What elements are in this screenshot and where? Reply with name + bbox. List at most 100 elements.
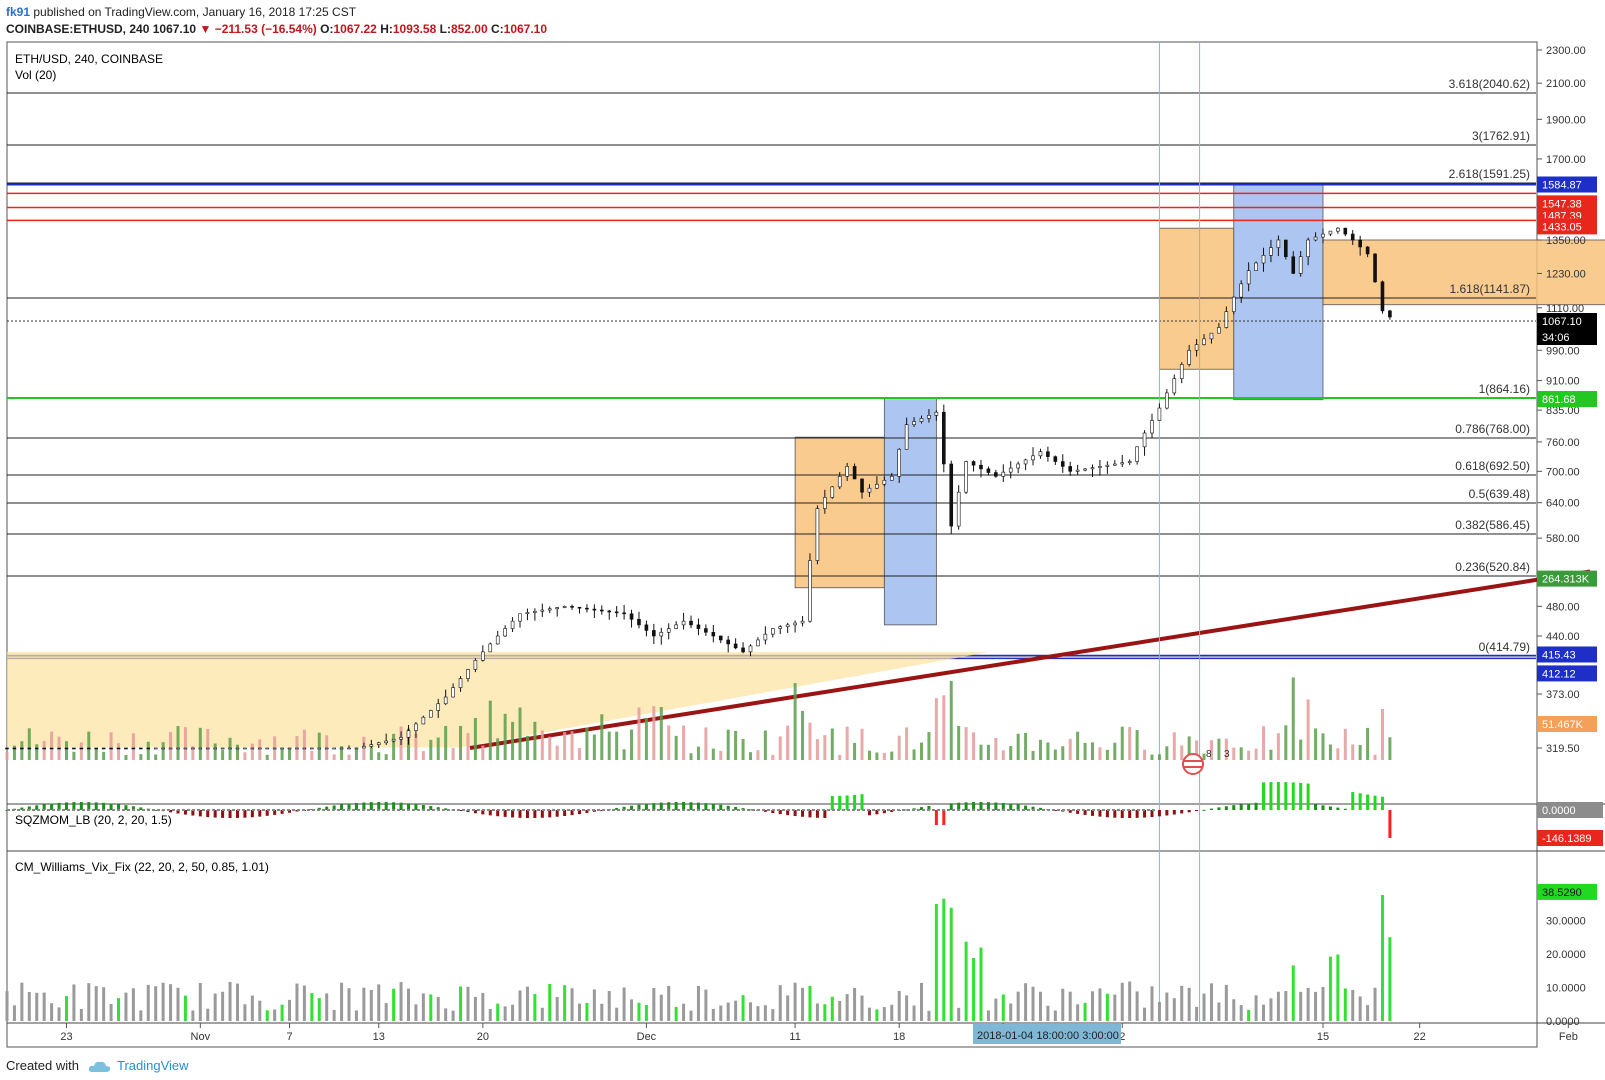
price-tick-label: 2100.00 bbox=[1546, 78, 1586, 90]
candle-body bbox=[414, 723, 418, 731]
sqz-bar bbox=[176, 810, 180, 814]
sqz-bar bbox=[867, 810, 871, 816]
volume-bar bbox=[488, 700, 492, 760]
vix-bar bbox=[1135, 991, 1139, 1021]
chart-canvas[interactable]: 3.618(2040.62) 3(1762.91) 2.618(1591.25) 1.… bbox=[0, 38, 1605, 1050]
squeeze-histogram bbox=[5, 782, 1392, 838]
volume-bar bbox=[786, 725, 790, 760]
candle-body bbox=[570, 606, 574, 608]
sqz-bar bbox=[1380, 796, 1384, 810]
vix-bar bbox=[1276, 991, 1280, 1021]
fib-level-label: 0.5(639.48) bbox=[1469, 487, 1530, 501]
volume-bar bbox=[1113, 742, 1117, 760]
price-tag-bg bbox=[1537, 176, 1597, 193]
vix-bar bbox=[228, 981, 232, 1021]
sqz-bar bbox=[1105, 810, 1109, 818]
price-tag-label: 34:06 bbox=[1542, 332, 1570, 344]
candle-body bbox=[1083, 468, 1087, 471]
vix-bar bbox=[183, 995, 187, 1021]
vix-bar bbox=[905, 995, 909, 1021]
sqz-bar bbox=[340, 804, 344, 810]
price-tick-label: 2300.00 bbox=[1546, 45, 1586, 57]
volume-bar bbox=[444, 725, 448, 760]
volume-bar bbox=[1254, 748, 1258, 760]
sqz-bar bbox=[726, 805, 730, 810]
vix-bar bbox=[280, 1004, 284, 1021]
tradingview-link[interactable]: TradingView bbox=[117, 1058, 189, 1073]
volume-bar bbox=[481, 745, 485, 760]
candle-body bbox=[547, 608, 552, 611]
events-count-a: 8 bbox=[1206, 749, 1212, 760]
vix-bar bbox=[1358, 996, 1362, 1021]
candle-body bbox=[72, 747, 76, 750]
candle-body bbox=[718, 635, 723, 641]
volume-bar bbox=[1150, 754, 1154, 760]
vix-bar bbox=[377, 984, 381, 1021]
volume-bar bbox=[577, 748, 581, 760]
price-tag-bg bbox=[1537, 218, 1597, 235]
price-tick-label: 480.00 bbox=[1546, 601, 1580, 613]
volume-bar bbox=[1217, 738, 1221, 760]
volume-bar bbox=[1009, 746, 1013, 760]
candle-body bbox=[347, 747, 351, 750]
volume-bar bbox=[1053, 749, 1057, 760]
volume-bar bbox=[592, 734, 596, 760]
candle-body bbox=[466, 669, 470, 679]
volume-bar bbox=[206, 728, 210, 760]
candle-body bbox=[49, 747, 54, 750]
sqz-bar bbox=[228, 810, 232, 818]
candle-body bbox=[830, 486, 835, 498]
vix-bar bbox=[1306, 987, 1310, 1021]
vix-bar bbox=[109, 1004, 113, 1021]
volume-bar bbox=[20, 741, 24, 760]
vix-bar bbox=[1239, 1005, 1243, 1021]
volume-bar bbox=[1001, 750, 1005, 760]
candle-body bbox=[1127, 461, 1132, 464]
volume-bar bbox=[511, 721, 515, 760]
candle-body bbox=[964, 461, 968, 493]
vix-bar bbox=[362, 987, 366, 1021]
volume-bar bbox=[1068, 738, 1072, 760]
volume-bar bbox=[1343, 728, 1347, 760]
candle-body bbox=[1120, 462, 1125, 465]
vix-bar bbox=[860, 995, 864, 1021]
candle-body bbox=[823, 497, 827, 509]
crosshair-time-label: 2018-01-04 18:00:00 3:00:00 bbox=[977, 1030, 1119, 1042]
volume-bar bbox=[1046, 742, 1050, 760]
candle-body bbox=[763, 633, 768, 641]
price-tick-label: 1110.00 bbox=[1546, 303, 1584, 315]
sqz-bar bbox=[644, 803, 648, 810]
vix-bar bbox=[64, 996, 68, 1021]
events-badge[interactable]: 8 3 bbox=[1182, 749, 1230, 775]
vix-bar bbox=[1009, 1003, 1013, 1021]
sqz-bar bbox=[154, 809, 158, 811]
vix-bar bbox=[615, 1007, 619, 1021]
vix-bar bbox=[964, 941, 968, 1021]
candle-body bbox=[1291, 256, 1296, 274]
candle-body bbox=[637, 619, 641, 626]
vix-bar bbox=[1351, 990, 1355, 1021]
price-axis-ticks: 2300.00 2100.00 1900.00 1700.00 1350.00 1230.… bbox=[1537, 45, 1586, 1028]
volume-bar bbox=[1321, 733, 1325, 760]
publisher-name[interactable]: fk91 bbox=[6, 5, 31, 19]
crosshair-time-tag bbox=[973, 1024, 1121, 1044]
vix-bar bbox=[994, 998, 998, 1021]
vix-tick-label: 20.0000 bbox=[1546, 949, 1586, 961]
candle-body bbox=[1038, 451, 1043, 457]
volume-bar bbox=[1038, 739, 1042, 760]
sqz-bar bbox=[488, 810, 492, 816]
candle-body bbox=[852, 466, 857, 480]
candle-body bbox=[406, 730, 411, 738]
candle-body bbox=[124, 747, 128, 750]
candle-body bbox=[1246, 270, 1251, 285]
volume-bar bbox=[392, 733, 396, 760]
volume-bar bbox=[622, 749, 626, 760]
volume-bar bbox=[1016, 733, 1020, 760]
price-tag-label: 1433.05 bbox=[1542, 221, 1582, 233]
volume-bar bbox=[347, 754, 351, 760]
vix-bar bbox=[1068, 991, 1072, 1021]
candle-body bbox=[146, 747, 151, 750]
sqz-bar bbox=[1262, 782, 1266, 810]
vix-bar bbox=[20, 982, 24, 1021]
vix-bar bbox=[786, 995, 790, 1021]
